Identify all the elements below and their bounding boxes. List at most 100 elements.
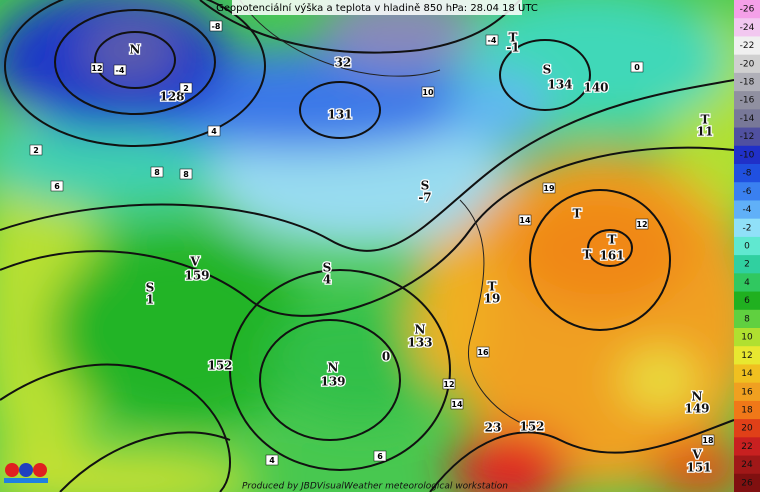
isotherm-label-bg bbox=[90, 62, 104, 74]
legend-label: 16 bbox=[741, 387, 753, 397]
legend-swatch bbox=[734, 54, 760, 74]
legend-swatch bbox=[734, 400, 760, 420]
title: Geopotenciální výška a teplota v hladině… bbox=[216, 2, 538, 14]
legend-label: -4 bbox=[743, 205, 752, 215]
legend-swatch bbox=[734, 364, 760, 384]
legend-label: 4 bbox=[744, 278, 750, 288]
center-label: 149 bbox=[684, 402, 709, 416]
center-label: 4 bbox=[323, 273, 331, 287]
isotherm-label: 8 bbox=[154, 168, 160, 177]
logo bbox=[4, 463, 48, 483]
isotherm-label-bg bbox=[635, 218, 649, 230]
isotherm-label-bg bbox=[150, 166, 164, 178]
center-label: V bbox=[691, 448, 702, 462]
center-label: 32 bbox=[335, 56, 352, 70]
center-label: 151 bbox=[686, 461, 711, 475]
isotherm-label-bg bbox=[209, 20, 223, 32]
center-label: 11 bbox=[697, 125, 714, 139]
center-label: S bbox=[146, 281, 155, 295]
isotherm-label-bg bbox=[485, 34, 499, 46]
isotherm-label-bg bbox=[476, 346, 490, 358]
center-label: 0 bbox=[382, 350, 390, 364]
legend-label: 20 bbox=[741, 424, 753, 434]
center-label: S bbox=[421, 179, 430, 193]
isotherm-label: -8 bbox=[212, 22, 221, 31]
legend-swatch bbox=[734, 382, 760, 402]
center-label: 139 bbox=[320, 375, 345, 389]
legend-swatch bbox=[734, 18, 760, 37]
center-label: N bbox=[328, 361, 339, 375]
center-label: 140 bbox=[583, 81, 608, 95]
center-label: 128 bbox=[159, 90, 184, 104]
legend-swatch bbox=[734, 91, 760, 110]
isohypses bbox=[0, 0, 734, 492]
isotherm-label: -4 bbox=[488, 36, 497, 45]
center-label: 134 bbox=[547, 78, 572, 92]
legend-label: 8 bbox=[744, 314, 750, 324]
isotherm-label: 14 bbox=[451, 400, 463, 409]
isotherm-label-bg bbox=[450, 398, 464, 410]
legend-swatch bbox=[734, 291, 760, 311]
center-label: N bbox=[130, 43, 141, 57]
center-label: 152 bbox=[207, 359, 232, 373]
legend-label: 6 bbox=[744, 296, 750, 306]
legend-label: -12 bbox=[740, 132, 755, 142]
legend-swatch bbox=[734, 346, 760, 365]
isotherm-label: 2 bbox=[33, 146, 39, 155]
isotherm-label: 14 bbox=[519, 216, 531, 225]
legend-swatch bbox=[734, 109, 760, 129]
isotherm-label-bg bbox=[373, 450, 387, 462]
legend-swatch bbox=[734, 437, 760, 457]
legend-swatch bbox=[734, 473, 760, 492]
center-label: T bbox=[583, 248, 592, 262]
isotherm-label: 2 bbox=[183, 84, 189, 93]
legend-swatch bbox=[734, 328, 760, 347]
legend-label: 12 bbox=[741, 351, 752, 361]
center-label: V bbox=[189, 255, 200, 269]
center-label: -7 bbox=[418, 191, 431, 205]
center-label: T bbox=[608, 233, 617, 247]
center-label: T bbox=[509, 31, 518, 45]
legend-label: 0 bbox=[744, 242, 750, 252]
title-bg bbox=[232, 0, 522, 15]
center-label: T bbox=[701, 113, 710, 127]
isotherm-label: 6 bbox=[377, 452, 383, 461]
legend-swatch bbox=[734, 164, 760, 183]
isotherm-label-bg bbox=[29, 144, 43, 156]
center-label: S bbox=[323, 261, 332, 275]
legend-swatch bbox=[734, 255, 760, 274]
legend-label: -14 bbox=[740, 114, 755, 124]
legend-label: -6 bbox=[743, 187, 752, 197]
legend-swatch bbox=[734, 36, 760, 56]
legend-swatch bbox=[734, 182, 760, 201]
isotherm-label-bg bbox=[442, 378, 456, 390]
legend-swatch bbox=[734, 127, 760, 147]
isotherm-label-bg bbox=[701, 434, 715, 446]
isotherm-label: -4 bbox=[116, 66, 125, 75]
isotherm-label: 12 bbox=[636, 220, 647, 229]
isotherm-label: 16 bbox=[477, 348, 489, 357]
legend-swatch bbox=[734, 218, 760, 238]
isotherm-label: 12 bbox=[91, 64, 102, 73]
legend-swatch bbox=[734, 200, 760, 220]
isotherm-label: 0 bbox=[634, 63, 640, 72]
center-label: -1 bbox=[506, 41, 519, 55]
isotherm-label-bg bbox=[50, 180, 64, 192]
legend-label: 10 bbox=[741, 333, 753, 343]
legend-swatch bbox=[734, 0, 760, 19]
center-label: N bbox=[692, 390, 703, 404]
isotherm-label: 12 bbox=[443, 380, 454, 389]
center-label: 1 bbox=[146, 293, 154, 307]
isotherm-label: 6 bbox=[54, 182, 60, 191]
center-label: T bbox=[488, 280, 497, 294]
isotherm-label-bg bbox=[265, 454, 279, 466]
isotherm-label: 4 bbox=[269, 456, 275, 465]
center-label: 131 bbox=[327, 108, 352, 122]
legend-label: -18 bbox=[740, 78, 755, 88]
isotherm-label-bg bbox=[630, 61, 644, 73]
legend-label: -10 bbox=[740, 150, 755, 160]
legend-label: -26 bbox=[740, 5, 755, 15]
legend-label: -24 bbox=[740, 23, 755, 33]
